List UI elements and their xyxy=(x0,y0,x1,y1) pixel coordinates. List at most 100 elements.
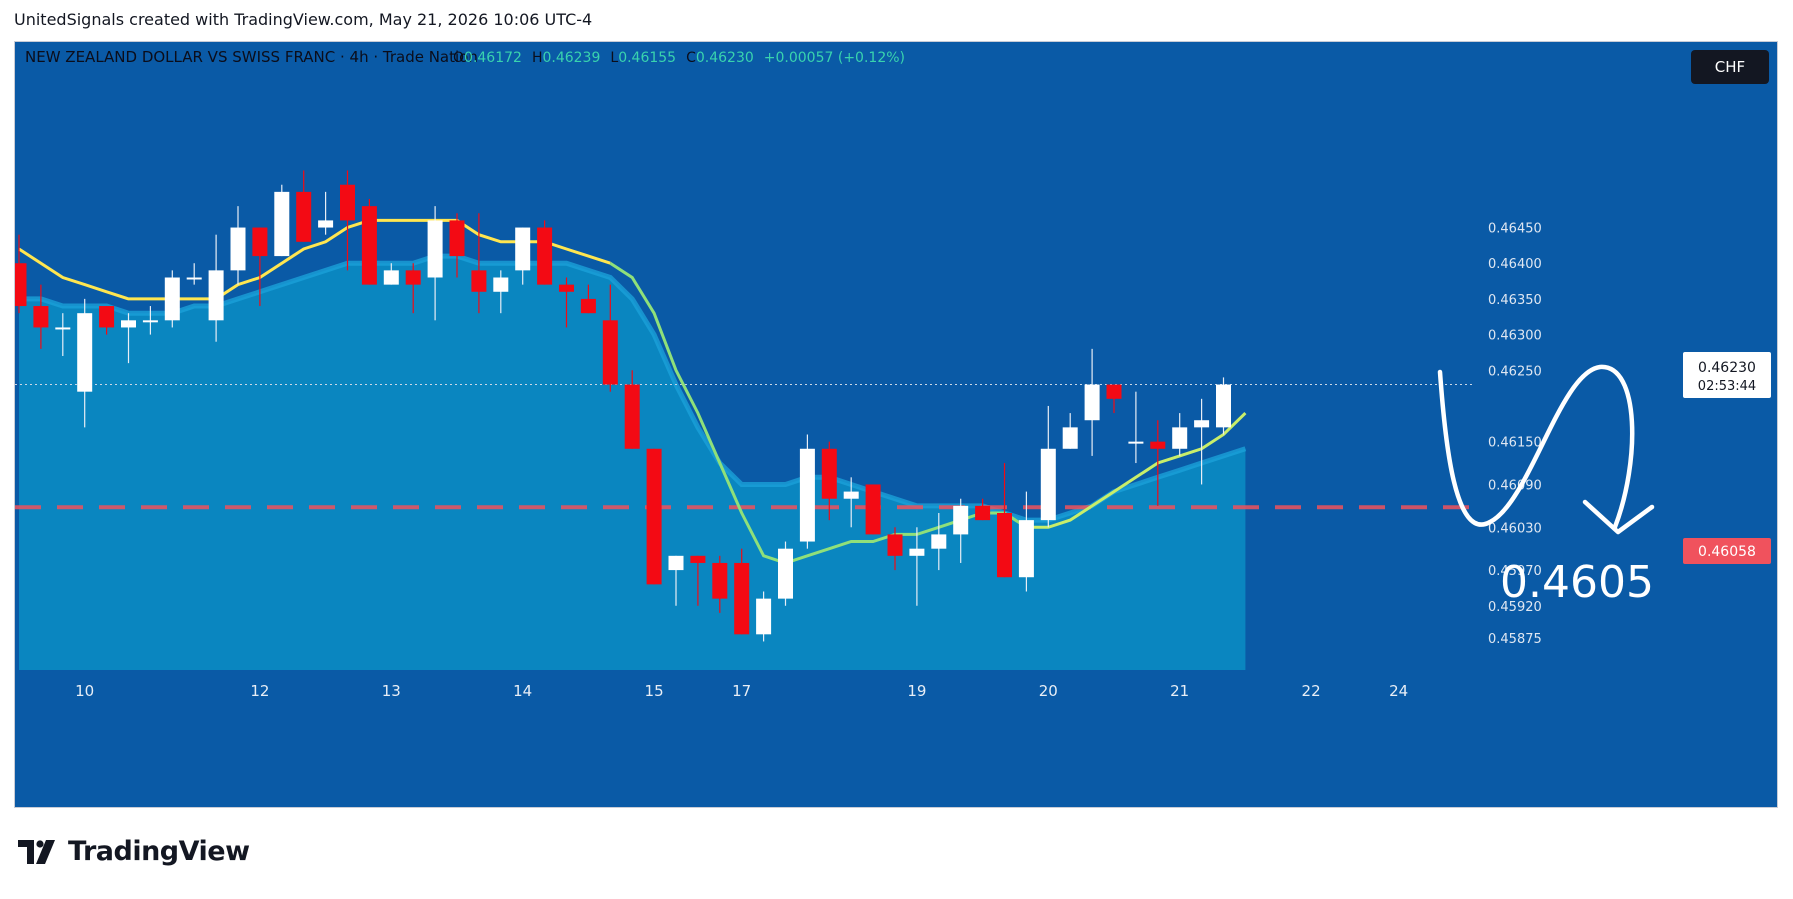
candle-body xyxy=(756,598,772,635)
candle xyxy=(1062,413,1078,449)
legend-bar: NEW ZEALAND DOLLAR VS SWISS FRANC · 4h ·… xyxy=(25,48,905,66)
candle-body xyxy=(1040,448,1056,521)
candle-body xyxy=(646,448,662,585)
candle-body xyxy=(427,220,443,278)
level-price-tag: 0.46058 xyxy=(1683,538,1771,564)
candle xyxy=(340,170,355,271)
candle-body xyxy=(559,284,574,292)
candles xyxy=(15,170,1231,642)
high-value: 0.46239 xyxy=(542,50,600,66)
time-tick-label: 17 xyxy=(732,682,751,700)
high-label: H xyxy=(532,50,543,66)
candle xyxy=(383,263,399,285)
time-tick-label: 19 xyxy=(907,682,926,700)
candle-body xyxy=(953,505,969,535)
candle-body xyxy=(580,298,596,314)
candle xyxy=(186,263,202,285)
candle-body xyxy=(15,263,27,307)
candle xyxy=(931,513,947,571)
candle xyxy=(843,477,859,528)
close-label: C xyxy=(686,50,696,66)
candle xyxy=(318,191,334,235)
candle xyxy=(164,270,180,328)
price-axis[interactable]: 0.46450 0.46400 0.46350 0.46300 0.46250 0.461… xyxy=(1475,42,1777,807)
candle-body xyxy=(799,448,815,542)
candle xyxy=(580,284,596,314)
candle xyxy=(559,277,574,328)
candle xyxy=(252,227,268,307)
change-value: +0.00057 (+0.12%) xyxy=(764,50,905,66)
price-tick-label: 0.46450 xyxy=(1488,222,1542,237)
price-tick-label: 0.46250 xyxy=(1488,364,1542,379)
time-axis[interactable]: 10 12 13 14 15 17 19 20 21 22 24 xyxy=(15,670,1475,807)
candle xyxy=(953,498,969,563)
last-price-tag: 0.46230 02:53:44 xyxy=(1683,352,1771,398)
time-tick-label: 13 xyxy=(382,682,401,700)
candle xyxy=(1106,384,1122,414)
attribution-text: UnitedSignals created with TradingView.c… xyxy=(14,10,593,29)
candle xyxy=(712,555,728,613)
candle-body xyxy=(252,227,268,257)
price-tick-label: 0.46090 xyxy=(1488,478,1542,493)
candle xyxy=(33,284,49,349)
candle xyxy=(734,548,750,635)
candle xyxy=(99,306,115,335)
time-tick-label: 10 xyxy=(75,682,94,700)
candle-body xyxy=(449,220,465,257)
candle-body xyxy=(624,384,640,449)
time-tick-label: 12 xyxy=(250,682,269,700)
candle-body xyxy=(997,513,1012,578)
candle-body xyxy=(318,220,334,228)
candle-body xyxy=(1172,427,1188,449)
candle-body xyxy=(602,320,618,385)
candle-body xyxy=(274,191,290,257)
target-annotation: 0.4605 xyxy=(1437,364,1655,608)
tradingview-logo[interactable]: TradingView xyxy=(18,836,250,867)
candle xyxy=(778,541,793,606)
candle-body xyxy=(909,548,925,556)
candle xyxy=(537,220,553,285)
candle-body xyxy=(383,270,399,285)
candle xyxy=(1194,398,1210,485)
candle xyxy=(493,270,509,314)
price-axis-background xyxy=(1475,42,1777,807)
candle xyxy=(449,213,465,278)
arrow-head-icon xyxy=(1582,499,1655,535)
candle-body xyxy=(99,306,115,328)
price-chart[interactable]: 0.46450 0.46400 0.46350 0.46300 0.46250 0.461… xyxy=(15,42,1777,807)
candle xyxy=(427,206,443,321)
bar-countdown: 02:53:44 xyxy=(1698,379,1756,394)
legend-ohlc: O0.46172 H0.46239 L0.46155 C0.46230 +0.00057… xyxy=(453,50,905,66)
tradingview-wordmark: TradingView xyxy=(68,836,250,867)
candle xyxy=(1040,405,1056,528)
time-tick-label: 15 xyxy=(645,682,664,700)
candle xyxy=(602,284,618,392)
price-tick-label: 0.45920 xyxy=(1488,600,1542,615)
candle-body xyxy=(361,206,377,285)
time-tick-label: 20 xyxy=(1039,682,1058,700)
symbol-title: NEW ZEALAND DOLLAR VS SWISS FRANC · 4h ·… xyxy=(25,48,478,66)
last-price-value: 0.46230 xyxy=(1698,360,1756,376)
candle xyxy=(1150,420,1166,506)
candle-body xyxy=(690,555,706,563)
candle-body xyxy=(340,184,355,221)
tradingview-logo-icon xyxy=(18,839,55,864)
candle xyxy=(756,591,772,642)
candle xyxy=(274,184,290,257)
candle xyxy=(405,263,421,314)
candle xyxy=(77,298,93,428)
candle-body xyxy=(208,270,224,321)
currency-button[interactable]: CHF xyxy=(1691,50,1769,84)
target-price-label: 0.4605 xyxy=(1500,557,1654,608)
candle-body xyxy=(1106,384,1122,399)
candle-body xyxy=(537,227,553,285)
level-price-value: 0.46058 xyxy=(1698,544,1756,560)
candle xyxy=(55,313,71,356)
candle xyxy=(15,234,27,314)
time-tick-label: 14 xyxy=(513,682,532,700)
candle xyxy=(1172,413,1188,456)
candle-body xyxy=(887,534,903,556)
time-tick-label: 22 xyxy=(1302,682,1321,700)
candle xyxy=(975,498,991,521)
candle xyxy=(646,448,662,585)
